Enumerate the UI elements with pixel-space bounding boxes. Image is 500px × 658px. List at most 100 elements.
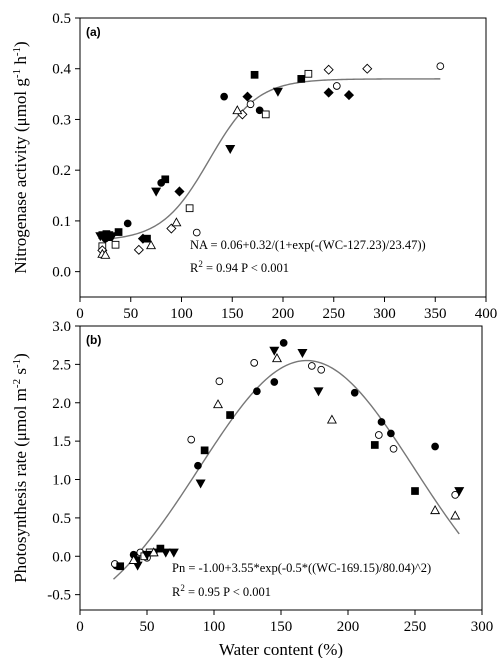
x-tick-label: 250 <box>404 619 427 635</box>
data-point-triangle-up <box>232 105 243 115</box>
data-point-square <box>111 240 120 249</box>
data-point-diamond <box>323 64 334 75</box>
data-point-square <box>200 446 209 455</box>
y-tick-label: 0.4 <box>52 62 71 78</box>
data-point-triangle-down <box>269 346 280 356</box>
data-point-diamond <box>362 63 373 74</box>
data-point-square <box>370 441 379 449</box>
data-point-circle <box>387 429 395 438</box>
data-point-triangle-up <box>148 547 159 557</box>
panel-label: (a) <box>86 25 101 39</box>
data-point-square <box>261 110 270 119</box>
data-point-triangle-down <box>107 232 118 242</box>
y-tick-label: 2.0 <box>52 396 71 412</box>
data-point-triangle-up <box>213 399 224 409</box>
y-axis-label-part: μmol g <box>11 78 30 127</box>
x-axis-label: Water content (%) <box>219 640 343 658</box>
data-point-circle <box>123 219 132 228</box>
data-point-triangle-up <box>450 510 461 520</box>
data-point-square <box>304 69 313 78</box>
data-point-circle <box>431 442 439 451</box>
data-point-circle <box>253 387 261 396</box>
x-tick-label: 300 <box>373 306 396 322</box>
data-point-square <box>161 175 170 184</box>
data-point-square <box>411 487 419 495</box>
data-point-circle <box>215 377 224 386</box>
data-point-circle <box>246 100 255 109</box>
y-tick-label: 0.5 <box>52 11 71 27</box>
data-point-diamond <box>137 233 148 244</box>
data-point-triangle-down <box>168 548 179 558</box>
fit-equation: NA = 0.06+0.32/(1+exp(-(WC-127.23)/23.47… <box>190 238 426 252</box>
data-point-diamond <box>166 223 177 234</box>
fit-statistics: R2 = 0.95 P < 0.001 <box>172 583 271 599</box>
data-point-triangle-up <box>146 240 157 250</box>
data-point-circle <box>377 418 386 426</box>
data-point-circle <box>307 362 316 370</box>
data-point-diamond <box>133 244 144 255</box>
y-axis-label-part: s <box>11 368 30 379</box>
data-point-diamond <box>242 91 253 102</box>
data-point-diamond <box>323 87 334 98</box>
y-axis-label-part: -1 <box>11 69 23 78</box>
data-point-circle <box>270 378 279 386</box>
y-axis-label-part: -1 <box>11 47 23 56</box>
data-point-circle <box>436 62 445 71</box>
data-point-triangle-down <box>95 232 106 242</box>
y-tick-label: 0.2 <box>52 163 71 179</box>
data-point-triangle-down <box>151 187 162 197</box>
data-point-circle <box>317 365 326 374</box>
data-point-triangle-down <box>272 87 283 97</box>
data-point-triangle-down <box>297 349 308 359</box>
r-squared-exponent: 2 <box>198 259 203 269</box>
y-tick-label: -0.5 <box>47 588 71 604</box>
data-point-circle <box>220 92 228 101</box>
stats-values: = 0.95 P < 0.001 <box>185 585 271 599</box>
data-point-square <box>250 70 259 79</box>
data-point-triangle-down <box>141 550 153 560</box>
data-point-circle <box>350 388 359 397</box>
x-tick-label: 100 <box>170 306 193 322</box>
data-point-triangle-up <box>326 414 337 424</box>
x-tick-label: 50 <box>123 306 138 322</box>
data-point-triangle-up <box>171 217 182 227</box>
data-point-square <box>297 75 306 83</box>
y-axis-label-part: ) <box>11 353 30 359</box>
data-point-diamond <box>174 186 185 197</box>
data-point-triangle-down <box>195 479 206 489</box>
fit-curve <box>113 359 460 580</box>
data-point-square <box>185 204 194 213</box>
x-tick-label: 400 <box>475 306 498 322</box>
data-point-triangle-down <box>132 561 143 571</box>
fit-curve <box>100 78 441 241</box>
data-point-circle <box>389 444 398 453</box>
data-point-triangle-up <box>271 353 282 363</box>
y-axis-label-part: Nitrogenase activity ( <box>11 126 30 274</box>
data-point-circle <box>250 358 259 367</box>
y-tick-label: 2.5 <box>52 357 71 373</box>
x-tick-label: 50 <box>140 619 155 635</box>
data-point-triangle-down <box>313 387 324 397</box>
x-tick-label: 300 <box>471 619 494 635</box>
y-tick-label: 0.0 <box>52 265 71 281</box>
x-tick-label: 100 <box>203 619 226 635</box>
data-point-triangle-down <box>454 487 465 497</box>
data-point-circle <box>279 339 288 347</box>
y-axis-label-part: -2 <box>11 379 23 388</box>
x-tick-label: 200 <box>272 306 295 322</box>
y-tick-label: 3.0 <box>52 319 71 335</box>
y-tick-label: 0.3 <box>52 112 71 128</box>
data-point-circle <box>192 228 201 237</box>
data-point-triangle-up <box>128 554 139 564</box>
panel-label: (b) <box>86 333 101 347</box>
x-tick-label: 150 <box>270 619 293 635</box>
chart-panel-b: 0 50 100 150 200 250 300 -0.5 0.0 0.5 1.0 1.5 2.0 2.5… <box>11 319 493 658</box>
y-axis-label-part: μmol m <box>11 388 30 441</box>
data-point-triangle-up <box>100 249 111 259</box>
data-point-square <box>116 562 125 571</box>
stats-values: = 0.94 P < 0.001 <box>203 261 289 275</box>
fit-equation: Pn = -1.00+3.55*exp(-0.5*((WC-169.15)/80… <box>172 561 431 575</box>
data-point-circle <box>332 82 341 90</box>
data-point-circle <box>194 461 202 470</box>
